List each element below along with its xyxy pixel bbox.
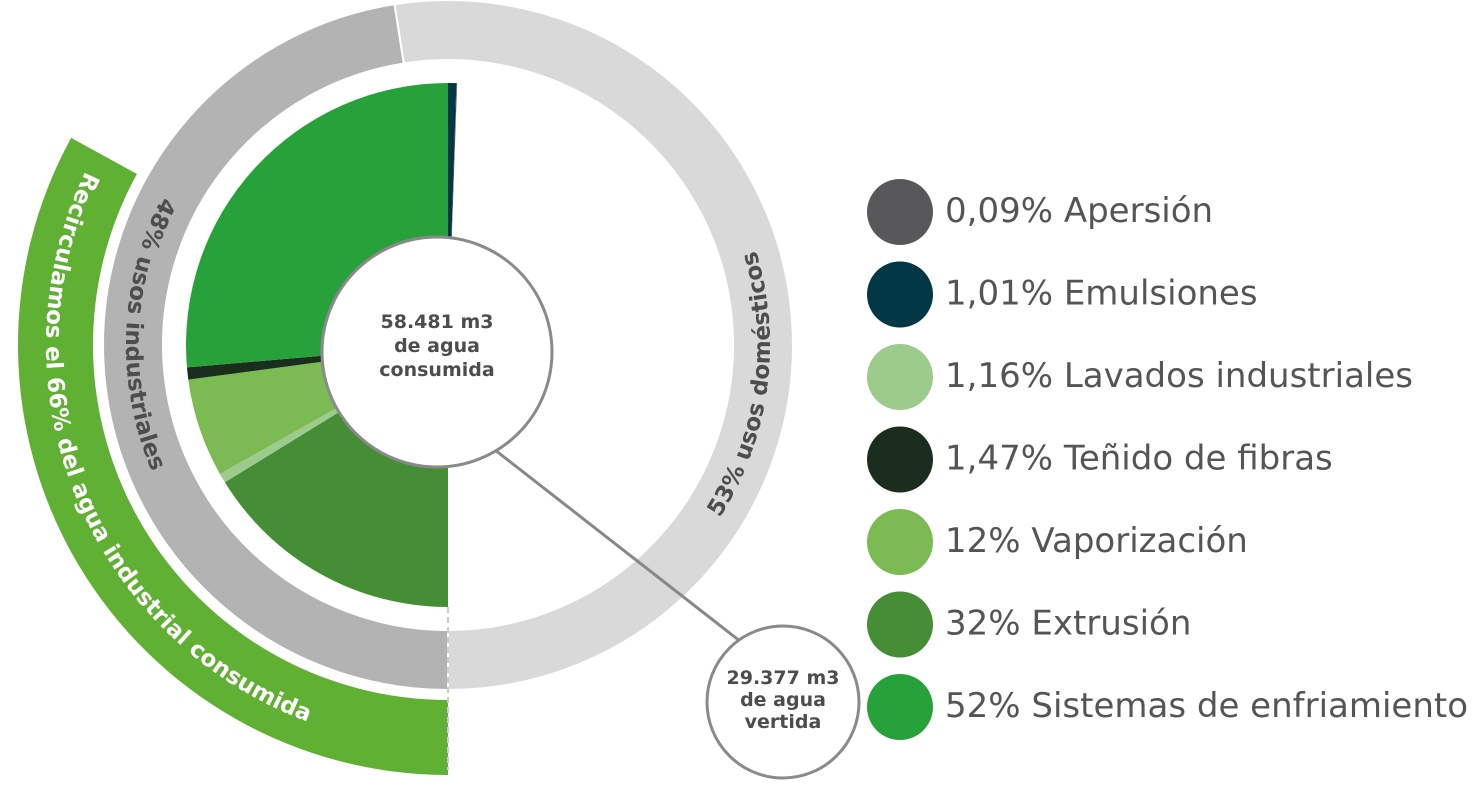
legend-swatch [867,426,933,493]
legend-label: 1,16% Lavados industriales [945,356,1413,396]
callout-label: 29.377 m3 [727,667,840,689]
legend-label: 1,47% Teñido de fibras [945,438,1333,478]
legend-name: Extrusión [1031,603,1191,643]
callout-label: vertida [745,711,822,733]
legend-swatch [867,674,933,740]
legend-name: Sistemas de enfriamiento [1031,686,1468,726]
legend-name: Apersión [1064,191,1213,231]
connector [494,448,746,647]
ring-segment [102,3,449,692]
legend-label: 1,01% Emulsiones [945,273,1258,313]
legend-label: 32% Extrusión [945,603,1191,643]
recirculation-band [17,137,448,775]
legend-value: 1,01% [945,273,1053,313]
legend-label: 52% Sistemas de enfriamiento [945,686,1468,726]
legend-swatch [867,344,933,410]
legend-value: 12% [945,521,1021,561]
legend-value: 0,09% [945,191,1053,231]
center-label: de agua [394,335,480,357]
legend-name: Lavados industriales [1064,356,1413,396]
callout-label: de agua [740,689,826,711]
legend-value: 1,47% [945,438,1053,478]
legend-name: Teñido de fibras [1063,438,1333,478]
legend-label: 12% Vaporización [945,521,1248,561]
legend-value: 1,16% [945,356,1053,396]
legend-value: 32% [945,603,1021,643]
legend-swatch [867,261,933,328]
legend-swatch [867,179,933,245]
ring-segment [393,0,794,692]
center-label: consumida [379,359,494,381]
callout-circle [705,624,861,780]
legend-value: 52% [945,686,1021,726]
legend-label: 0,09% Apersión [945,191,1213,231]
legend-name: Vaporización [1031,521,1247,561]
legend-swatch [867,509,933,575]
legend-swatch [867,591,933,658]
center-label: 58.481 m3 [381,311,494,333]
legend-name: Emulsiones [1064,273,1258,313]
center-circle [320,235,554,469]
